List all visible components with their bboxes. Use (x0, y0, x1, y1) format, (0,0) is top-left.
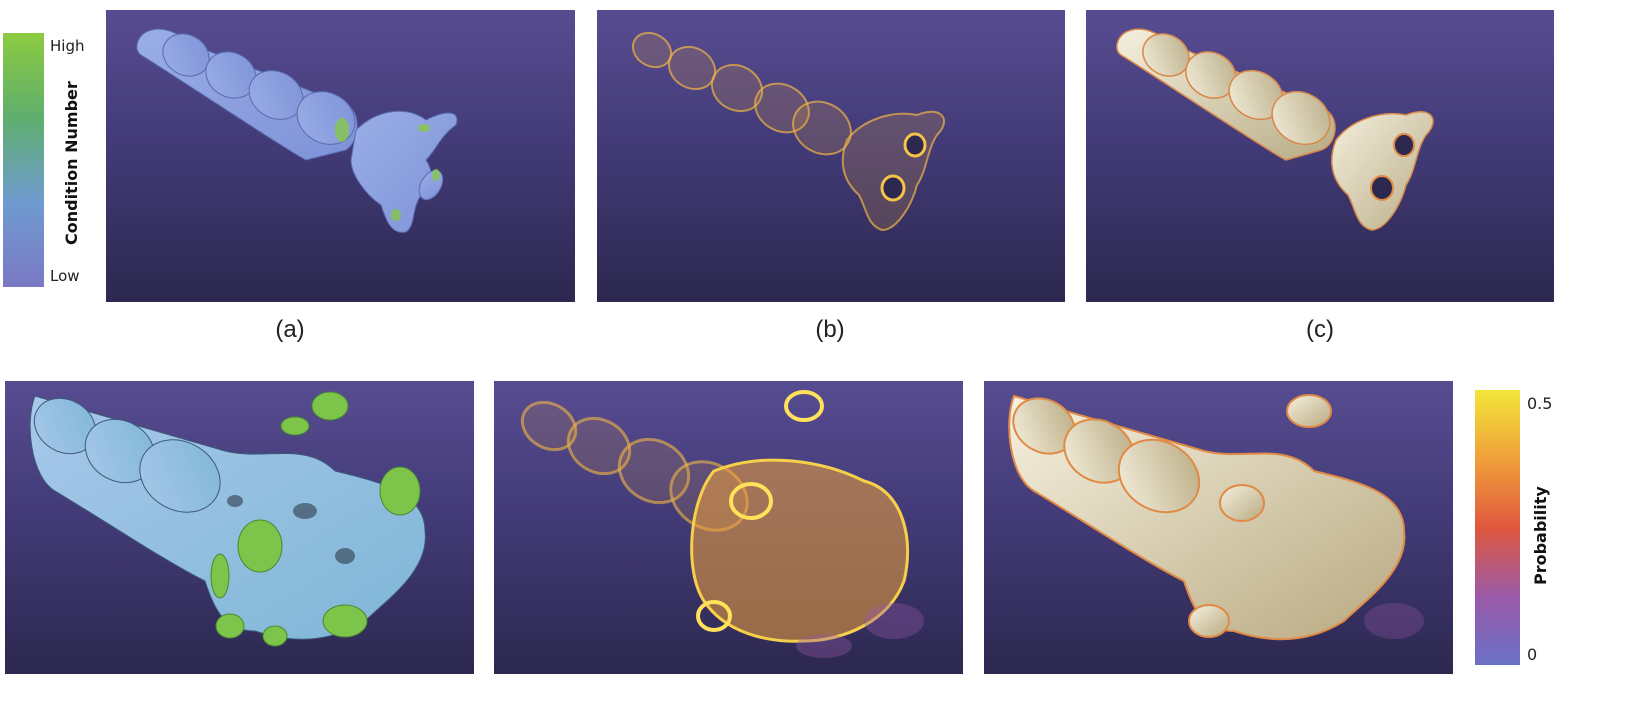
condition-number-colorbar (3, 33, 44, 287)
panel-f (984, 381, 1453, 674)
probability-surface-render-zoomed (1008, 394, 1424, 641)
condition-high-label: High (50, 37, 85, 55)
probability-colorbar (1475, 390, 1520, 665)
panel-d (5, 381, 474, 674)
condition-surface-render (136, 28, 458, 233)
probability-min-label: 0 (1527, 645, 1538, 664)
probability-max-label: 0.5 (1527, 394, 1553, 413)
probability-surface-render (1116, 28, 1434, 231)
probability-volume-render (631, 31, 946, 232)
panel-b (597, 10, 1065, 302)
caption-b: (b) (815, 316, 845, 343)
caption-c: (c) (1306, 316, 1334, 343)
caption-a: (a) (275, 316, 305, 343)
condition-colorbar-title: Condition Number (62, 81, 81, 245)
panel-e (494, 381, 963, 674)
probability-colorbar-title: Probability (1531, 486, 1550, 585)
condition-low-label: Low (50, 267, 80, 285)
condition-surface-render-zoomed (29, 391, 426, 647)
panel-c (1086, 10, 1554, 302)
panel-a (106, 10, 575, 302)
probability-volume-render-zoomed (520, 390, 924, 658)
